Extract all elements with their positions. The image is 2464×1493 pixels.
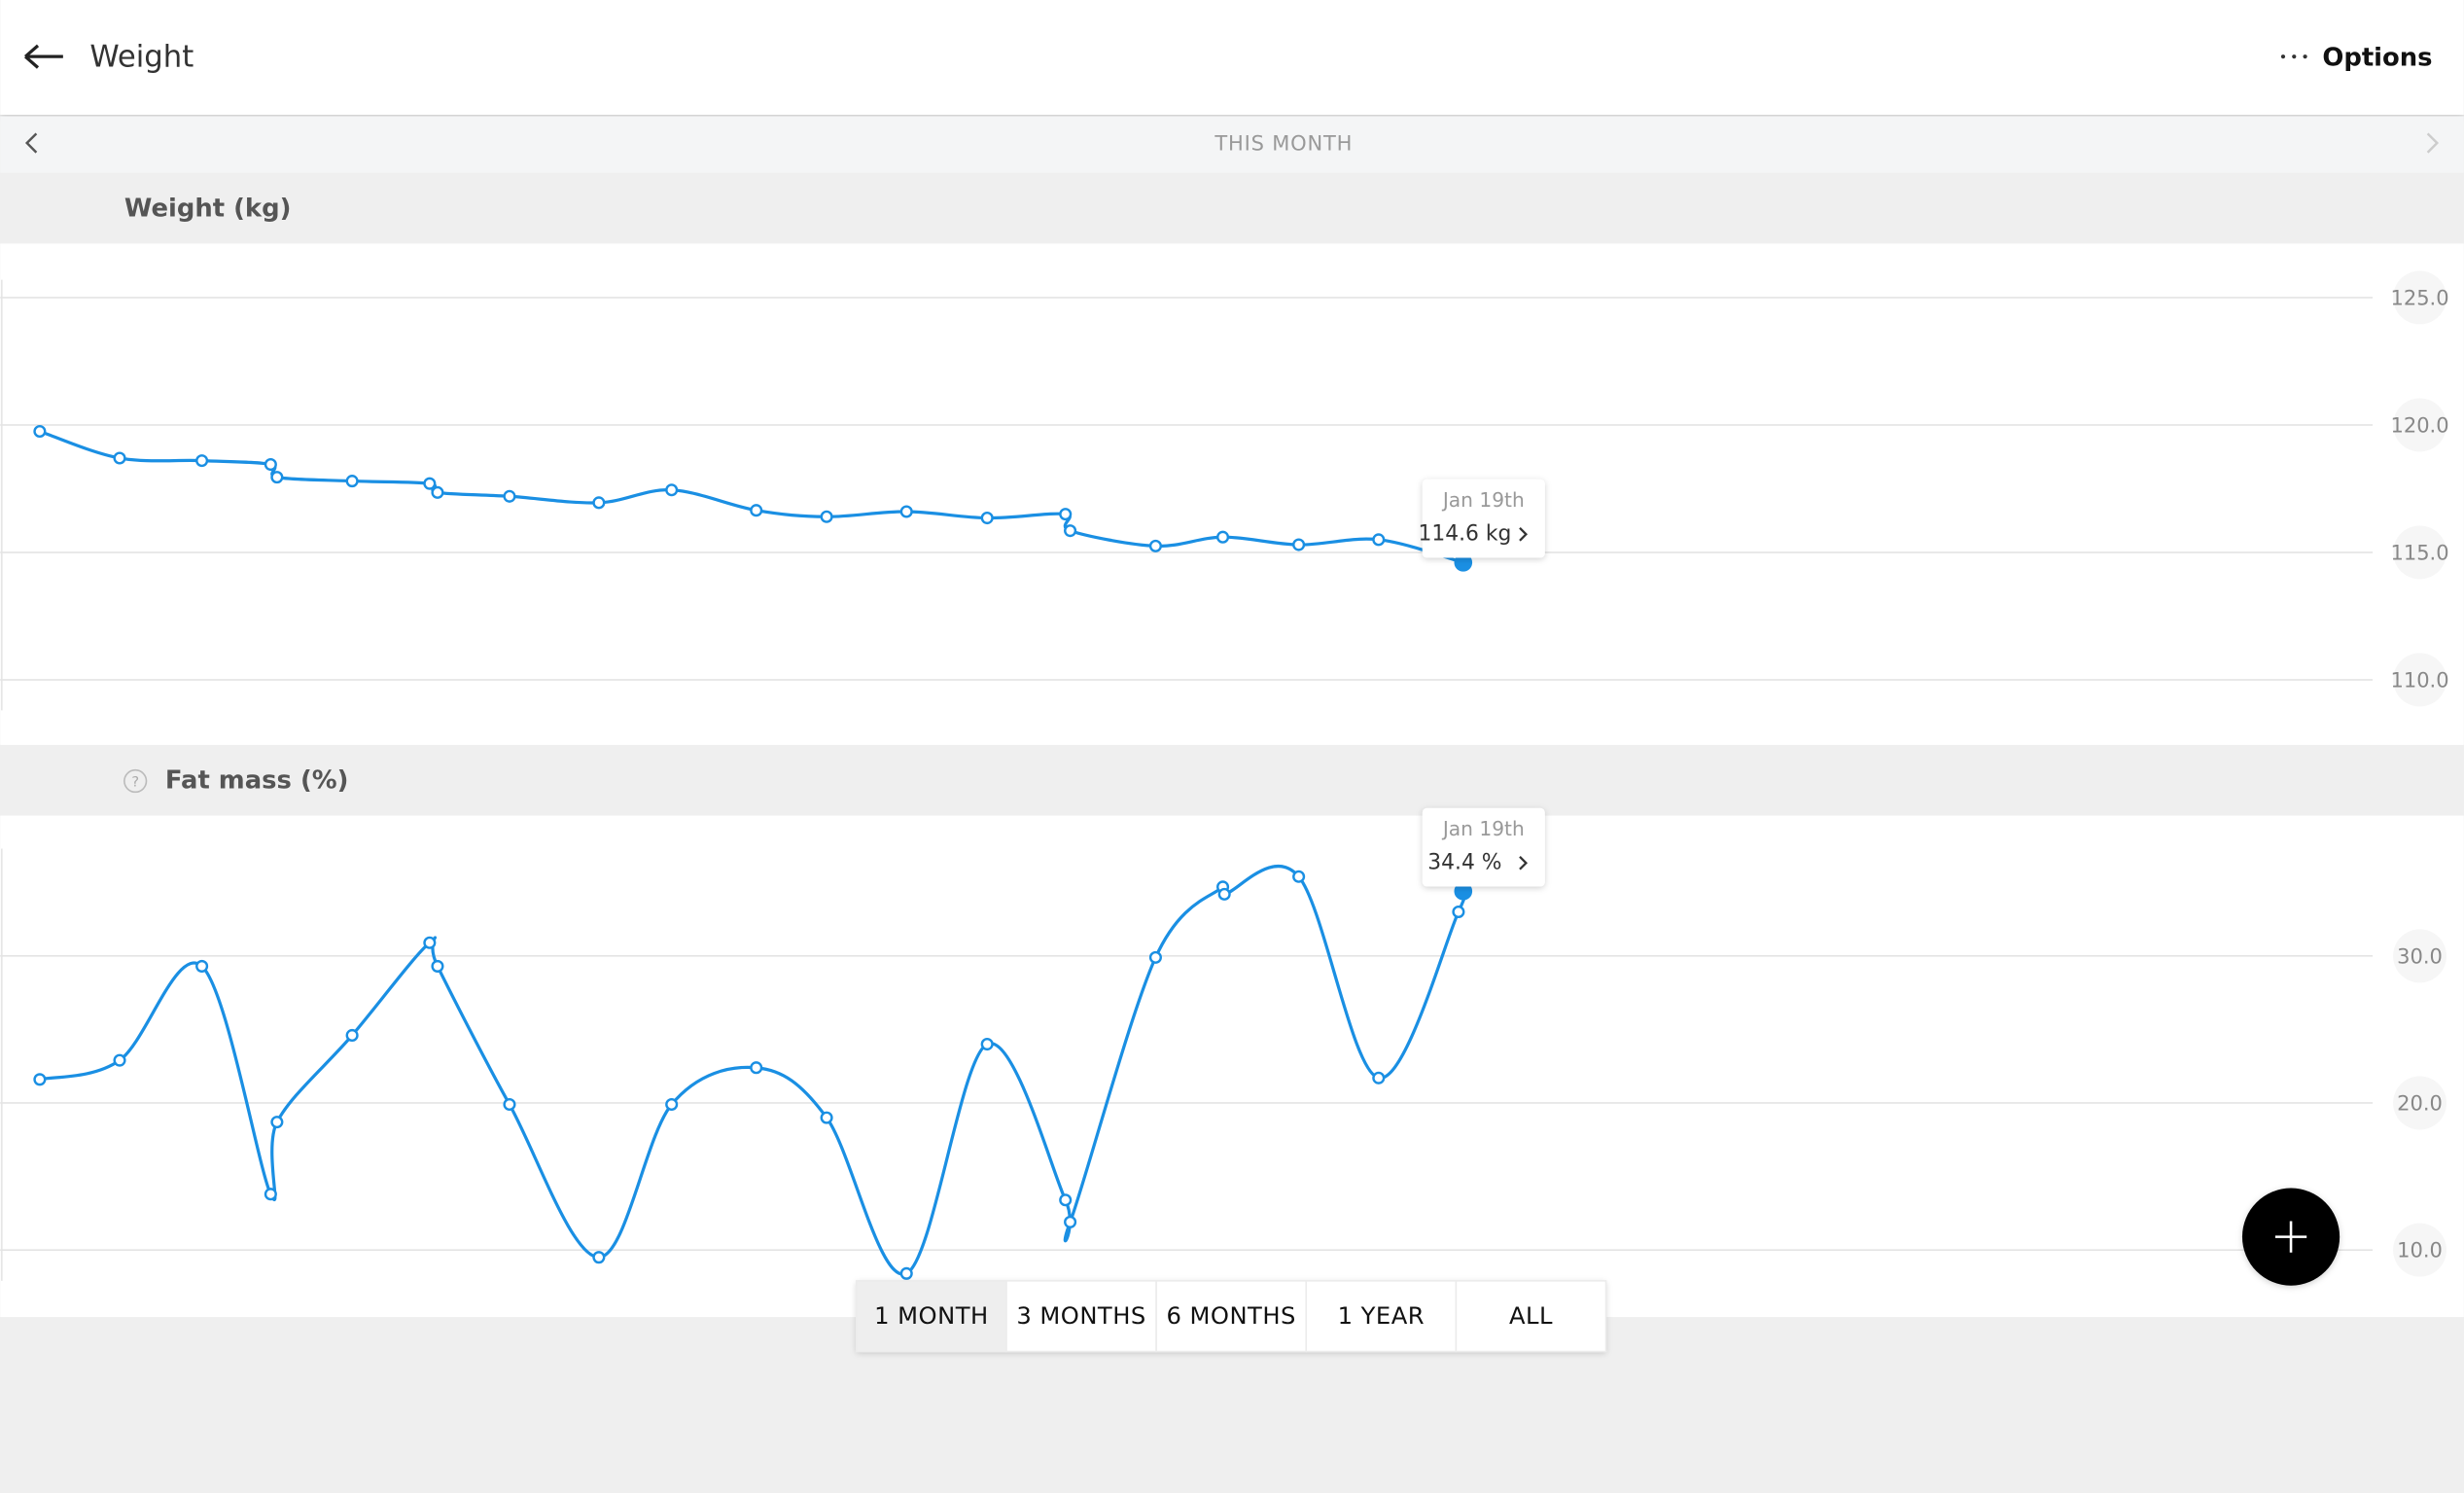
data-point[interactable] [431,485,444,499]
data-point[interactable] [503,489,516,503]
range-button[interactable] [856,1280,1007,1353]
tooltip-box [1422,479,1545,558]
data-point[interactable] [345,475,359,488]
tick-badge [2393,1223,2447,1277]
tooltip-date: Jan 19th [1441,488,1525,512]
data-point[interactable] [345,1028,359,1043]
tooltip-value: 34.4 % [1427,850,1501,874]
previous-period[interactable] [24,132,38,154]
data-point[interactable] [980,512,994,525]
y-tick-label: 115.0 [2390,542,2448,565]
range-button-label[interactable]: 1 YEAR [1338,1302,1426,1330]
range-button-label[interactable]: ALL [1509,1302,1553,1330]
next-period[interactable] [2426,132,2440,154]
section-title: Fat mass (%) [165,766,349,796]
range-button-label[interactable]: 6 MONTHS [1166,1302,1295,1330]
data-point[interactable] [270,471,284,484]
range-button[interactable] [1455,1280,1607,1353]
data-point[interactable] [1064,1215,1077,1228]
data-point[interactable] [592,496,606,510]
period-label: THIS MONTH [1214,132,1353,156]
help-icon-text[interactable]: ? [131,775,139,791]
data-point[interactable] [1148,950,1162,964]
y-tick-label: 30.0 [2397,944,2443,968]
charts: 110.0 115.0 120.0 125.0 Jan 19th 114.6 kg 10.0… [0,270,2449,1281]
range-button-label[interactable]: 1 MONTH [874,1302,989,1330]
data-point[interactable] [195,454,209,468]
data-point[interactable] [665,483,679,497]
y-tick-label: 20.0 [2397,1092,2443,1116]
tooltip-date: Jan 19th [1441,817,1525,840]
data-point[interactable] [1452,905,1465,919]
data-point[interactable] [33,424,47,439]
data-point[interactable] [820,510,833,523]
range-button[interactable] [1305,1280,1458,1353]
data-point[interactable] [1059,1193,1073,1207]
data-point[interactable] [750,1061,763,1075]
data-point[interactable] [1217,887,1231,901]
section-title: Weight (kg) [124,194,292,223]
data-point[interactable] [592,1251,606,1264]
y-tick-label: 10.0 [2397,1239,2443,1262]
options-icon[interactable] [2280,54,2307,59]
back-button[interactable] [24,44,63,69]
add-button[interactable] [2241,1188,2341,1286]
data-point[interactable] [899,505,913,518]
data-point[interactable] [1292,870,1306,883]
data-point[interactable] [113,1053,126,1067]
data-point[interactable] [431,959,444,973]
data-line [39,429,1464,564]
tick-badge [2393,525,2447,580]
data-point[interactable] [1292,538,1306,551]
data-point[interactable] [423,936,437,949]
data-point[interactable] [1216,530,1230,544]
tooltip[interactable]: Jan 19th 34.4 % [1422,807,1545,887]
tick-badge [2393,398,2447,452]
data-point[interactable] [899,1266,913,1280]
y-tick-label: 125.0 [2390,287,2448,310]
data-point[interactable] [750,504,763,517]
tick-badge [2393,653,2447,707]
tooltip-chevron [1519,856,1529,871]
data-point[interactable] [503,1097,516,1112]
tooltip-box [1422,807,1545,887]
data-point[interactable] [195,959,209,973]
range-button[interactable] [1155,1280,1308,1353]
data-point[interactable] [1064,524,1077,538]
data-point[interactable] [264,1188,277,1201]
range-button-label[interactable]: 3 MONTHS [1016,1302,1145,1330]
data-point[interactable] [264,457,277,472]
tick-badge [2393,1076,2447,1130]
y-tick-label: 110.0 [2390,669,2448,693]
data-point[interactable] [665,1097,679,1112]
data-point[interactable] [1148,539,1162,552]
help-icon[interactable] [123,768,148,794]
range-selector: 1 MONTH 3 MONTHS 6 MONTHS 1 YEAR ALL [856,1280,1607,1353]
data-point[interactable] [980,1037,994,1051]
weight-panel [0,243,2464,745]
tooltip[interactable]: Jan 19th 114.6 kg [1419,479,1545,558]
tick-badge [2393,929,2447,983]
data-point[interactable] [1059,508,1073,521]
page-title: Weight [89,40,194,74]
tick-badge [2393,270,2447,325]
app-bar [0,0,2464,115]
data-point[interactable] [270,1116,284,1129]
data-point[interactable] [820,1111,833,1124]
options-button[interactable]: Options [2322,43,2432,72]
period-bar [0,116,2464,173]
fat-panel [0,815,2464,1318]
y-tick-label: 120.0 [2390,414,2448,438]
tooltip-value: 114.6 kg [1419,521,1512,546]
data-point[interactable] [423,477,437,490]
data-point[interactable] [1372,1071,1386,1084]
tooltip-chevron [1519,527,1529,542]
data-point[interactable] [1372,533,1386,547]
data-point[interactable] [33,1073,47,1086]
data-point[interactable] [113,451,126,465]
range-button[interactable] [1005,1280,1157,1353]
